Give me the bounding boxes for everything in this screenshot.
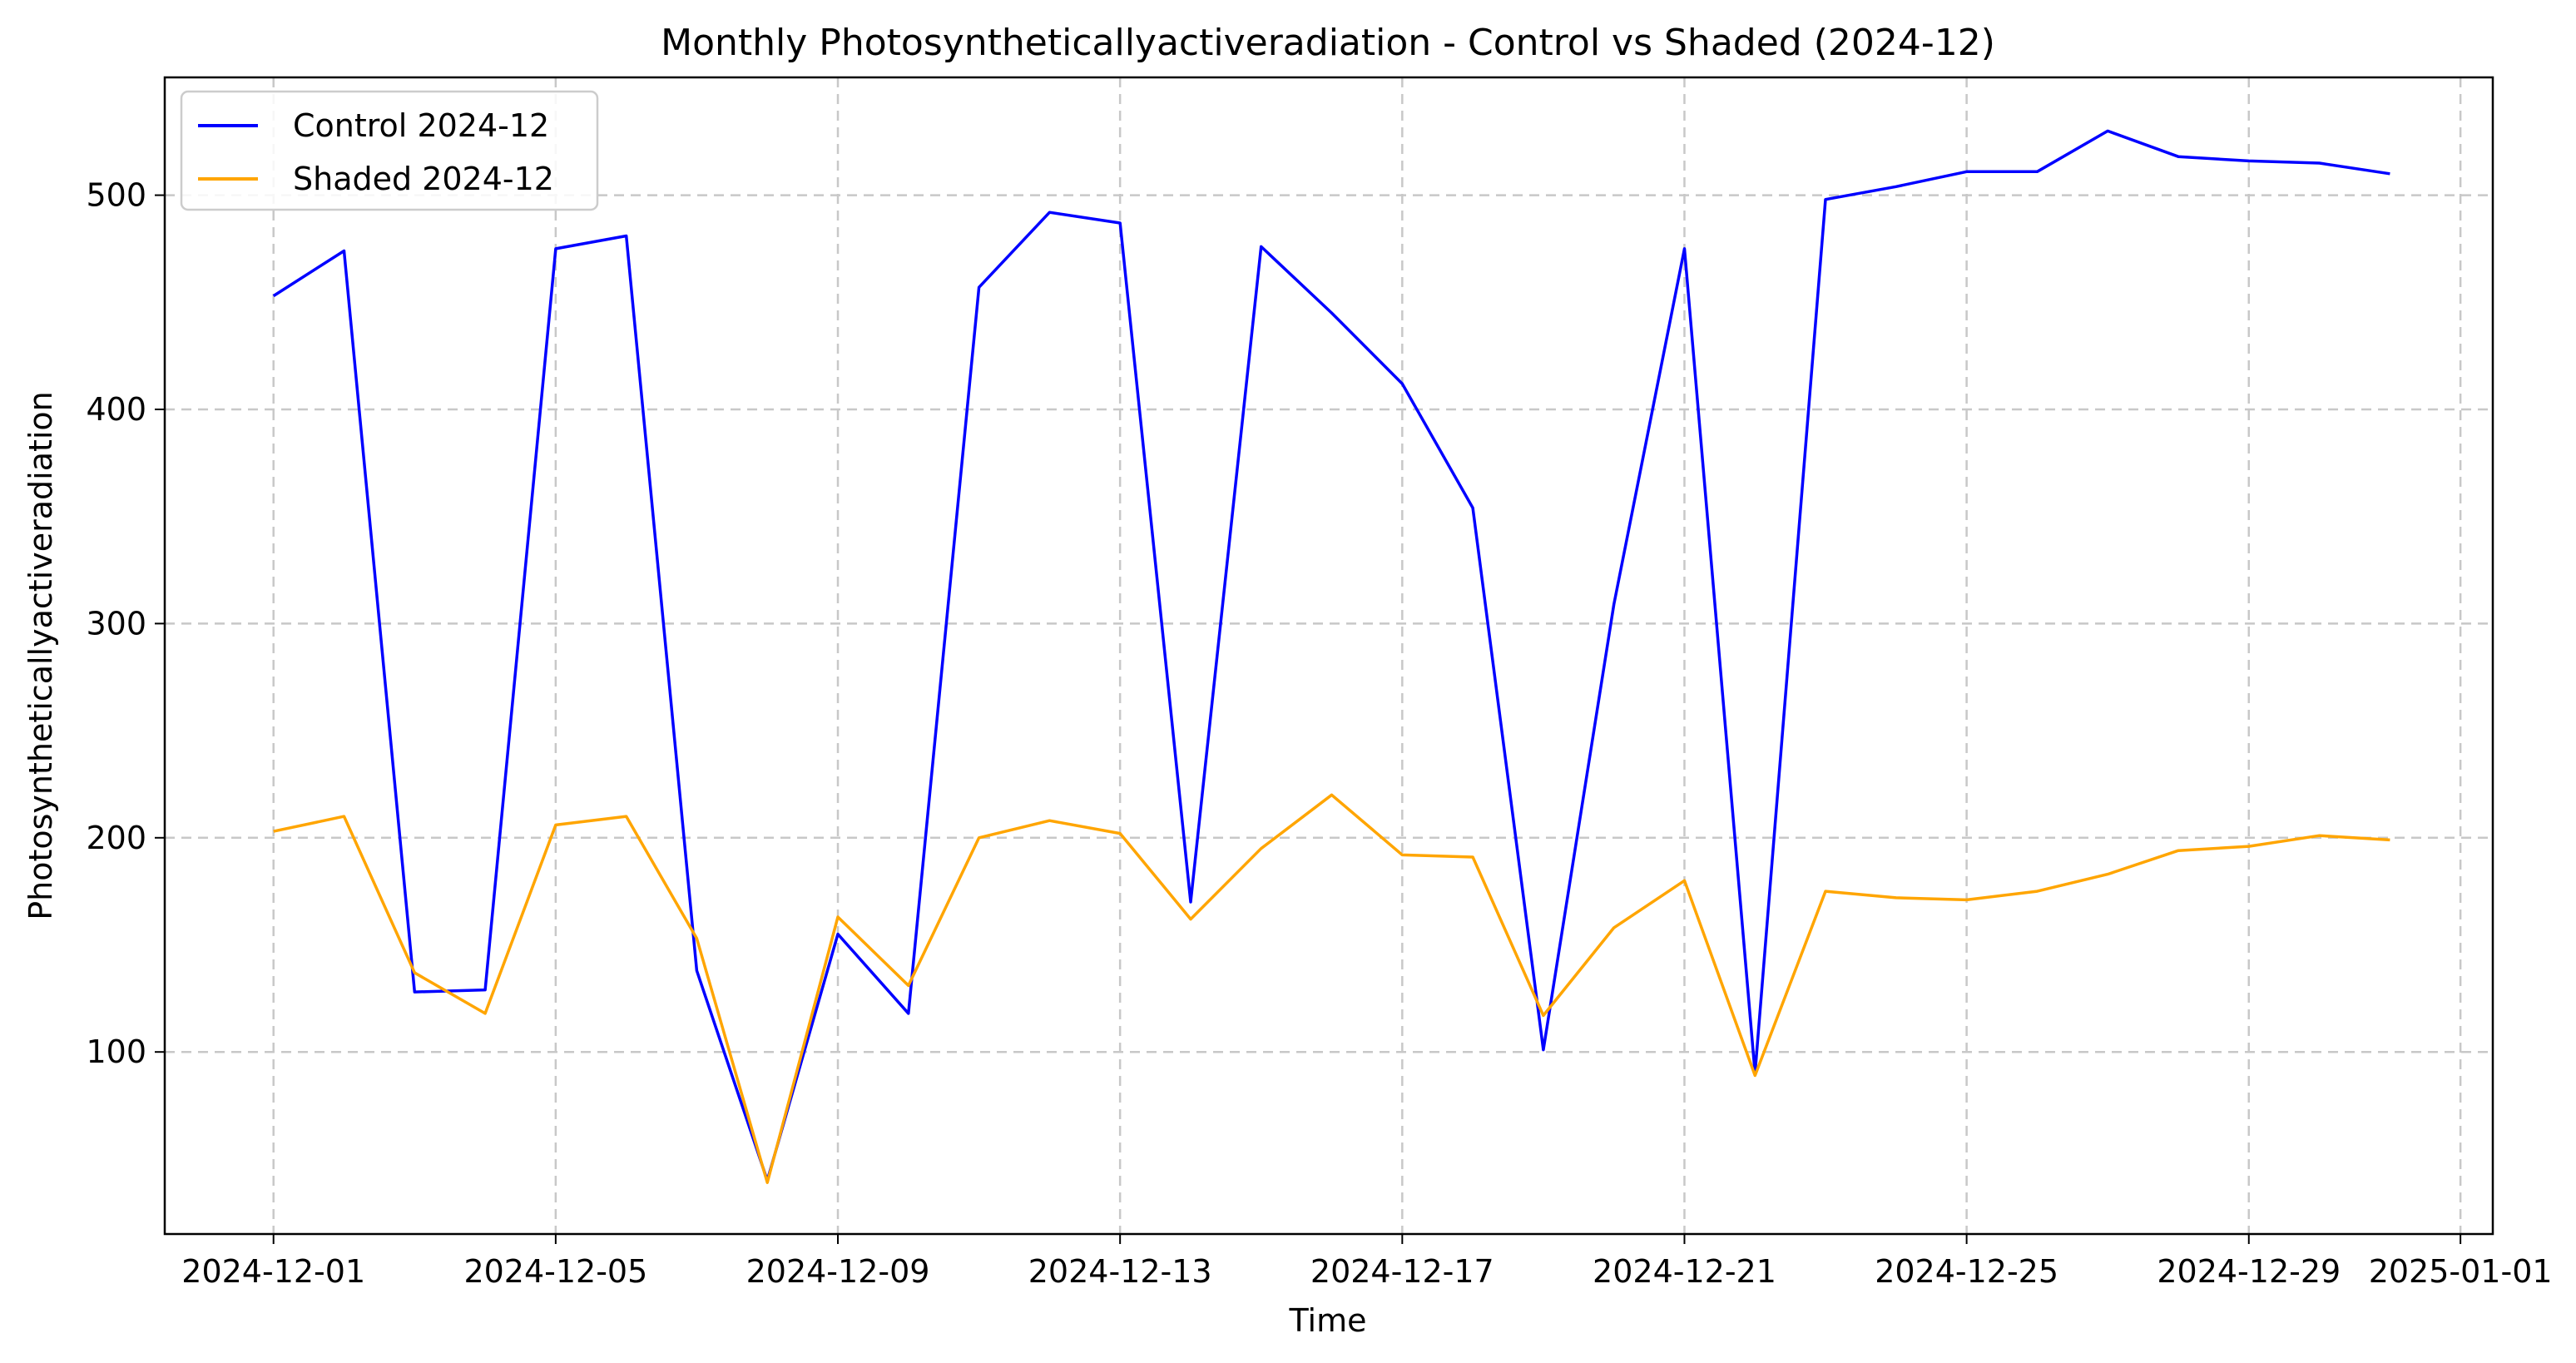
x-axis-label: Time <box>1289 1302 1367 1339</box>
x-tick-label: 2024-12-29 <box>2157 1253 2341 1290</box>
x-tick-label: 2024-12-01 <box>181 1253 365 1290</box>
x-tick-label: 2024-12-13 <box>1028 1253 1212 1290</box>
legend: Control 2024-12 Shaded 2024-12 <box>180 90 599 211</box>
legend-label: Control 2024-12 <box>293 107 549 144</box>
y-tick-label: 100 <box>86 1033 146 1070</box>
plot-frame <box>163 76 2494 1236</box>
x-tick-label: 2024-12-21 <box>1593 1253 1776 1290</box>
x-tick-label: 2024-12-25 <box>1875 1253 2058 1290</box>
x-tick-label: 2024-12-05 <box>463 1253 647 1290</box>
chart-title: Monthly Photosyntheticallyactiveradiatio… <box>661 22 1995 64</box>
series-line-control <box>272 129 2390 1182</box>
y-axis-label: Photosyntheticallyactiveradiation <box>22 391 59 920</box>
series-line-shaded <box>273 793 2390 1184</box>
legend-box <box>180 90 599 211</box>
series-lines <box>272 129 2390 1184</box>
y-tick-label: 400 <box>86 391 146 428</box>
x-tick-label: 2024-12-09 <box>746 1253 930 1290</box>
grid-lines <box>165 77 2493 1234</box>
y-axis-ticks: 100 200 300 400 500 <box>86 177 165 1070</box>
x-axis-ticks: 2024-12-01 2024-12-05 2024-12-09 2024-12-13… <box>181 1234 2553 1290</box>
y-tick-label: 500 <box>86 177 146 214</box>
x-tick-label: 2024-12-17 <box>1310 1253 1494 1290</box>
legend-label: Shaded 2024-12 <box>293 161 554 197</box>
y-tick-label: 200 <box>86 820 146 856</box>
y-tick-label: 300 <box>86 605 146 642</box>
x-tick-label: 2025-01-01 <box>2369 1253 2553 1290</box>
